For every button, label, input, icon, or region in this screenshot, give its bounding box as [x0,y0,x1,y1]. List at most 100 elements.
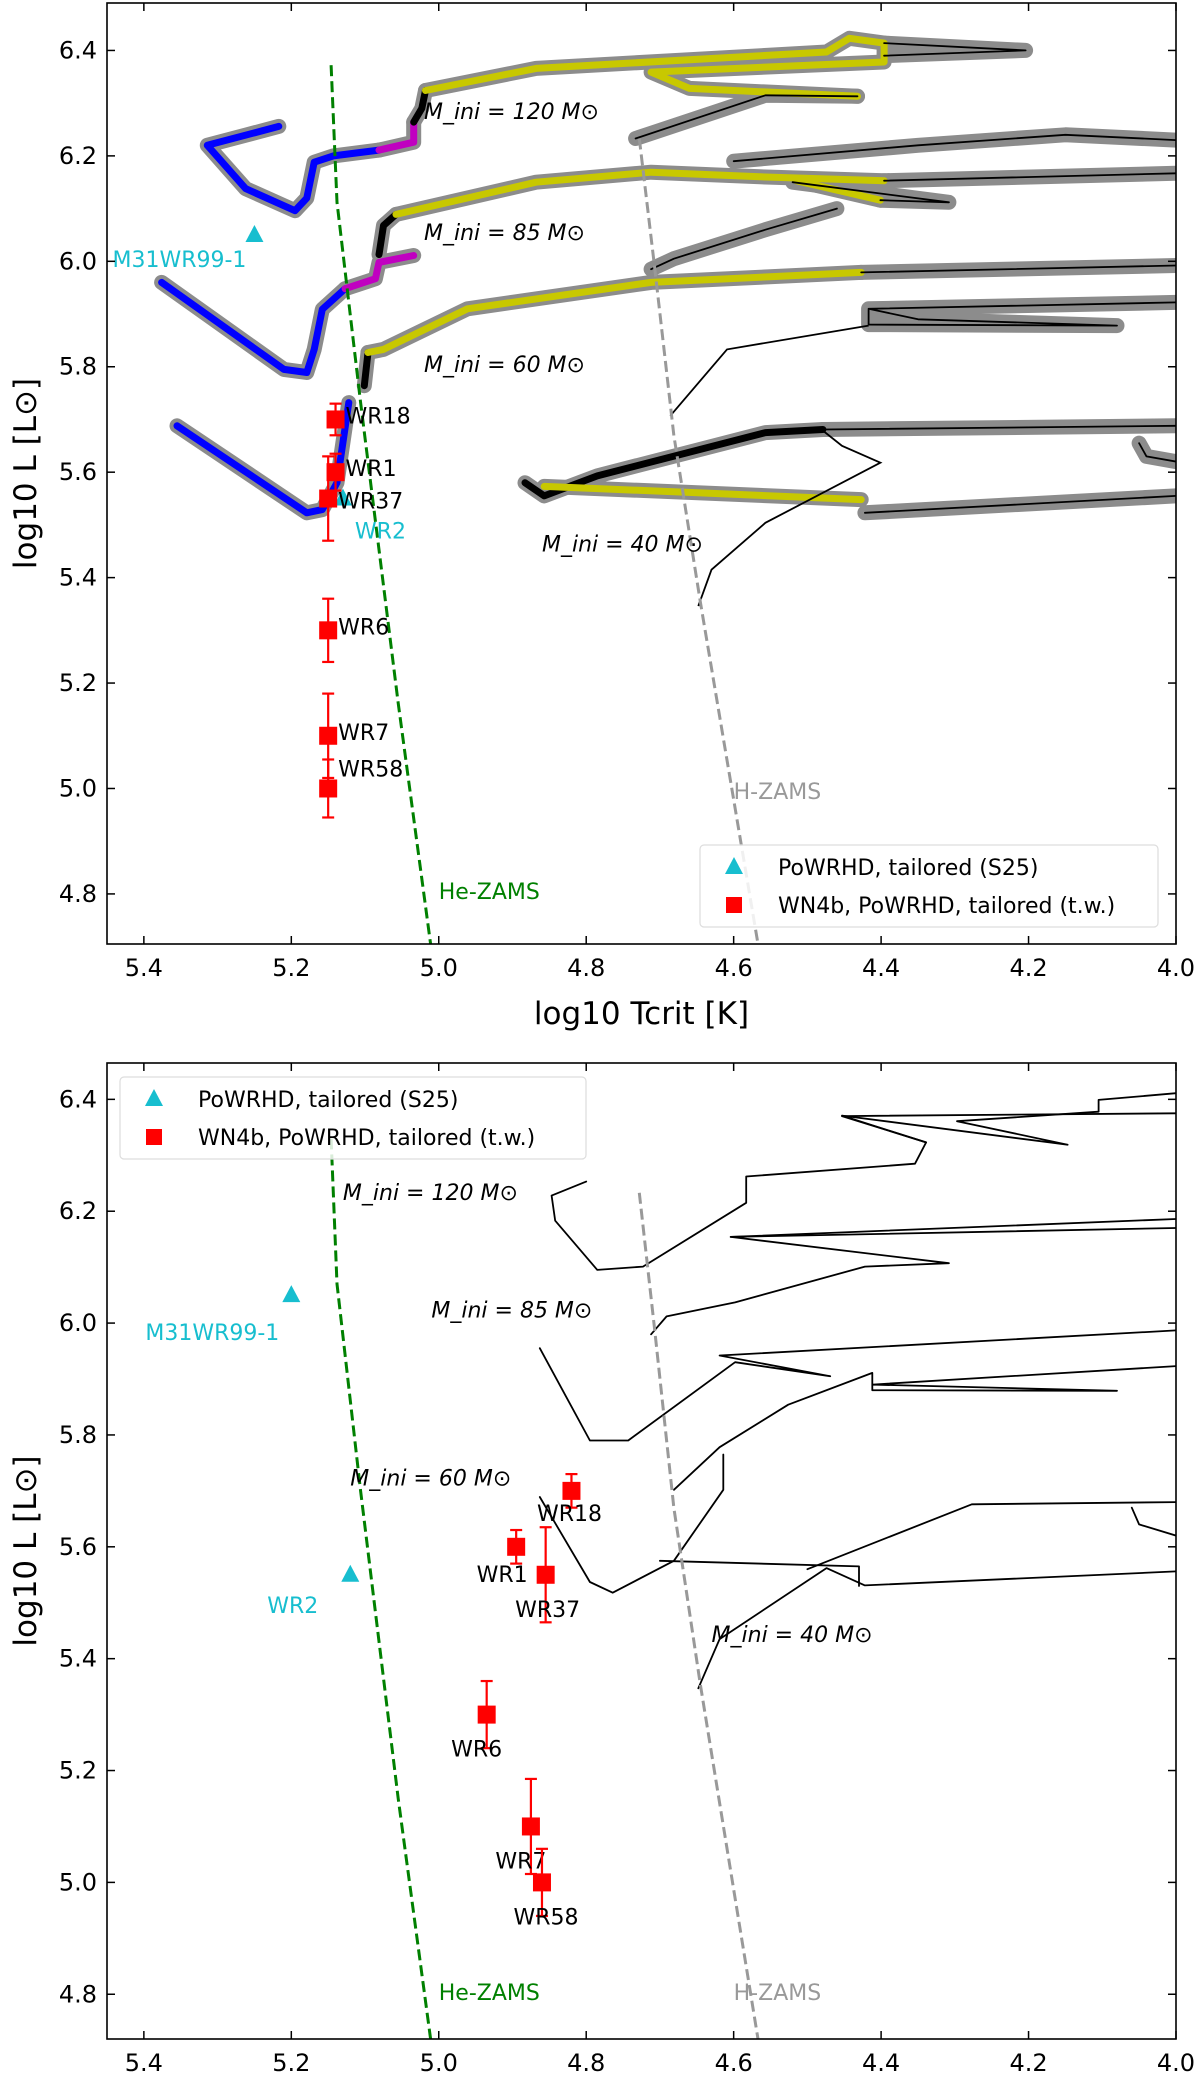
data-point-M31WR99-1 [282,1285,301,1303]
y-tick-label: 5.0 [59,1868,97,1896]
track-0-segment [841,1112,1176,1144]
track-0-segment [203,122,383,215]
track-1-segment [650,1218,1176,1336]
point-label: WR2 [267,1594,318,1619]
point-label: WR7 [338,721,389,746]
data-point-WR58 [532,1847,551,1918]
x-tick-label: 4.6 [715,2049,753,2077]
x-tick-label: 4.2 [1009,2049,1047,2077]
legend: PoWRHD, tailored (S25) WN4b, PoWRHD, tail… [119,1076,587,1160]
he-zams-line [329,1138,433,2039]
y-tick-label: 6.0 [59,1309,97,1337]
point-label: WR58 [513,1905,578,1930]
legend-entry: PoWRHD, tailored (S25) [198,1088,458,1113]
y-tick-label: 6.0 [59,247,97,275]
mass-track-label: M_ini = 60 M⊙ [350,1466,511,1491]
track-2-segment [538,1329,1176,1442]
evolution-tracks [538,1092,1176,1690]
track-3-segment [822,424,1176,431]
track-3-segment [1130,1506,1176,1537]
track-1-segment [158,278,349,376]
x-tick-label: 5.0 [420,2049,458,2077]
track-2-segment [860,264,1176,274]
track-1-segment [375,210,400,258]
x-tick-label: 4.4 [862,954,900,982]
mass-track-label: M_ini = 85 M⊙ [431,1298,592,1323]
track-2-segment [364,268,865,356]
h-zams-label: H-ZAMS [734,780,822,805]
data-point-WR37 [536,1526,555,1624]
square-marker [319,489,338,508]
x-tick-label: 4.4 [862,2049,900,2077]
point-label: WR18 [537,1502,602,1527]
track-1-segment [392,168,888,218]
track-0-segment [375,118,418,154]
track-3-segment [1138,442,1176,463]
track-3-segment [538,1453,725,1594]
legend: PoWRHD, tailored (S25) WN4b, PoWRHD, tail… [699,844,1159,928]
track-branch [697,429,883,607]
data-point-WR58 [319,758,338,819]
he-zams-label: He-ZAMS [439,880,540,905]
track-2-segment [173,399,353,517]
evolution-tracks [154,30,1176,607]
y-tick-label: 5.0 [59,774,97,802]
square-marker [319,726,338,745]
triangle-marker [333,488,352,506]
data-point-WR18 [562,1472,581,1509]
track-halo [726,127,1176,169]
track-1-segment [650,207,838,271]
track-2-segment [867,301,1176,327]
data-point-WR37 [319,455,338,542]
point-label: WR58 [338,757,403,782]
data-point-M31WR99-1 [245,224,264,242]
mass-track-label: M_ini = 40 M⊙ [542,532,703,557]
track-3-segment [540,482,865,504]
he-zams-line [329,65,433,944]
track-3-segment [806,1501,1176,1571]
chart-panel-1: M31WR99-1 WR2 WR18 WR1 WR37 WR6 WR7 WR58 M_ini =… [8,2,1195,1032]
track-1-segment [341,252,418,293]
track-1-segment [883,172,1176,182]
legend-entry: WN4b, PoWRHD, tailored (t.w.) [198,1126,535,1151]
track-3-segment [521,426,827,500]
square-marker [477,1705,496,1724]
data-point-WR2 [341,1564,360,1582]
legend-entry: PoWRHD, tailored (S25) [778,856,1038,881]
x-axis-label: log10 Tcrit [K] [534,996,749,1032]
y-tick-label: 4.8 [59,880,97,908]
y-tick-label: 5.8 [59,1421,97,1449]
point-label: WR6 [338,615,389,640]
y-tick-label: 5.6 [59,458,97,486]
x-tick-label: 5.2 [272,2049,310,2077]
point-label: WR1 [477,1563,528,1588]
point-label: M31WR99-1 [112,248,246,273]
track-2-segment [360,349,372,390]
square-marker [326,463,345,482]
axes-frame [106,2,1177,945]
square-marker [562,1481,581,1500]
y-tick-label: 5.4 [59,1645,97,1673]
h-zams-line [637,1192,760,2039]
point-label: WR1 [346,457,397,482]
square-marker [521,1817,540,1836]
plot-area: M31WR99-1 WR2 WR18 WR1 WR37 WR6 WR7 WR58 M_ini =… [112,30,1176,944]
y-tick-label: 5.2 [59,669,97,697]
legend-box [699,844,1159,928]
mass-track-label: M_ini = 85 M⊙ [424,221,585,246]
legend-square-icon [146,1129,162,1145]
plot-area: M31WR99-1 WR2 WR18 WR1 WR37 WR6 WR7 WR58 M_ini =… [145,1092,1176,2039]
chart-panel-2: M31WR99-1 WR2 WR18 WR1 WR37 WR6 WR7 WR58 M_ini =… [8,1062,1195,2092]
triangle-marker [245,224,264,242]
point-label: WR2 [355,520,406,545]
track-0-segment [634,94,859,140]
track-3-segment [697,1567,1176,1690]
track-3-segment [864,494,1176,514]
data-point-WR1 [507,1528,526,1565]
square-marker [532,1873,551,1892]
data-point-WR6 [319,597,338,664]
point-label: WR18 [346,404,411,429]
mass-track-label: M_ini = 120 M⊙ [343,1181,518,1206]
y-tick-label: 6.2 [59,142,97,170]
